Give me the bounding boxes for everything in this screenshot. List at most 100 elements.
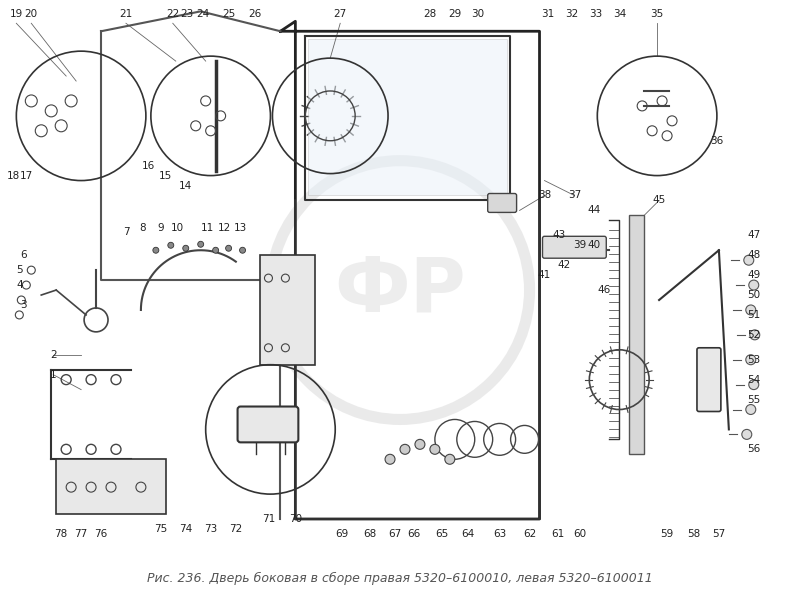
Text: 1: 1	[50, 370, 57, 380]
Circle shape	[744, 255, 754, 265]
Text: 28: 28	[423, 9, 437, 19]
Text: 62: 62	[523, 529, 536, 539]
Text: 70: 70	[289, 514, 302, 524]
Text: 48: 48	[747, 250, 760, 260]
Text: 72: 72	[229, 524, 242, 534]
Text: ФР: ФР	[334, 253, 466, 327]
Circle shape	[226, 245, 231, 251]
Text: 56: 56	[747, 445, 760, 454]
Circle shape	[742, 429, 752, 439]
Text: 71: 71	[262, 514, 275, 524]
Circle shape	[213, 247, 218, 253]
Text: 5: 5	[16, 265, 22, 275]
Text: 32: 32	[565, 9, 578, 19]
Text: 15: 15	[159, 170, 173, 181]
FancyBboxPatch shape	[488, 193, 517, 213]
Text: 69: 69	[335, 529, 349, 539]
Circle shape	[400, 445, 410, 454]
Text: 14: 14	[179, 181, 192, 190]
Text: Рис. 236. Дверь боковая в сборе правая 5320–6100010, левая 5320–6100011: Рис. 236. Дверь боковая в сборе правая 5…	[147, 572, 653, 585]
Circle shape	[153, 247, 159, 253]
Text: 30: 30	[471, 9, 484, 19]
Text: 77: 77	[74, 529, 88, 539]
Text: 13: 13	[234, 223, 247, 233]
Text: 17: 17	[20, 170, 33, 181]
Text: 36: 36	[710, 136, 723, 146]
Text: 49: 49	[747, 270, 760, 280]
Circle shape	[750, 330, 760, 340]
Text: 22: 22	[166, 9, 179, 19]
Text: 21: 21	[119, 9, 133, 19]
Text: 4: 4	[16, 280, 22, 290]
Text: 34: 34	[614, 9, 627, 19]
Text: 75: 75	[154, 524, 167, 534]
Text: 33: 33	[589, 9, 602, 19]
Text: 67: 67	[388, 529, 402, 539]
Text: 6: 6	[20, 250, 26, 260]
Text: 19: 19	[10, 9, 23, 19]
Text: 78: 78	[54, 529, 68, 539]
Text: 51: 51	[747, 310, 760, 320]
Text: 68: 68	[363, 529, 377, 539]
Circle shape	[239, 247, 246, 253]
Text: 38: 38	[538, 190, 551, 201]
Circle shape	[746, 405, 756, 414]
Circle shape	[385, 454, 395, 464]
Circle shape	[445, 454, 455, 464]
Text: 54: 54	[747, 374, 760, 385]
Text: 12: 12	[218, 223, 231, 233]
Text: 20: 20	[25, 9, 38, 19]
Text: 31: 31	[541, 9, 554, 19]
Text: 35: 35	[650, 9, 664, 19]
Text: 26: 26	[248, 9, 261, 19]
Text: 18: 18	[6, 170, 20, 181]
Text: 58: 58	[687, 529, 701, 539]
Circle shape	[182, 245, 189, 251]
Text: 9: 9	[158, 223, 164, 233]
Text: 47: 47	[747, 230, 760, 240]
Text: 50: 50	[747, 290, 760, 300]
Bar	[261, 255, 315, 365]
Text: 46: 46	[598, 285, 611, 295]
Circle shape	[746, 305, 756, 315]
Circle shape	[415, 439, 425, 449]
Circle shape	[430, 445, 440, 454]
Text: 43: 43	[553, 230, 566, 240]
Text: 10: 10	[171, 223, 184, 233]
Text: 63: 63	[493, 529, 506, 539]
Text: 7: 7	[122, 227, 130, 237]
Text: 37: 37	[568, 190, 581, 201]
Text: 3: 3	[20, 300, 26, 310]
Text: 23: 23	[180, 9, 194, 19]
Text: 64: 64	[461, 529, 474, 539]
Circle shape	[168, 242, 174, 248]
Text: 8: 8	[139, 223, 146, 233]
Text: 59: 59	[661, 529, 674, 539]
Polygon shape	[308, 39, 506, 196]
Text: 42: 42	[558, 260, 571, 270]
FancyBboxPatch shape	[697, 348, 721, 411]
Bar	[56, 459, 166, 514]
Text: 73: 73	[204, 524, 218, 534]
Text: 53: 53	[747, 355, 760, 365]
Text: 11: 11	[201, 223, 214, 233]
Text: 60: 60	[573, 529, 586, 539]
Text: 61: 61	[551, 529, 564, 539]
Text: 66: 66	[407, 529, 421, 539]
FancyBboxPatch shape	[238, 406, 298, 442]
Circle shape	[746, 355, 756, 365]
Text: 65: 65	[435, 529, 449, 539]
Text: 57: 57	[712, 529, 726, 539]
Text: 40: 40	[588, 240, 601, 250]
Text: 41: 41	[538, 270, 551, 280]
Text: 45: 45	[653, 196, 666, 205]
FancyBboxPatch shape	[542, 236, 606, 258]
Text: 16: 16	[142, 161, 155, 171]
Text: 74: 74	[179, 524, 192, 534]
Text: 55: 55	[747, 394, 760, 405]
Text: 76: 76	[94, 529, 108, 539]
Text: 29: 29	[448, 9, 462, 19]
Text: 39: 39	[573, 240, 586, 250]
Circle shape	[749, 280, 758, 290]
Text: 44: 44	[588, 205, 601, 216]
